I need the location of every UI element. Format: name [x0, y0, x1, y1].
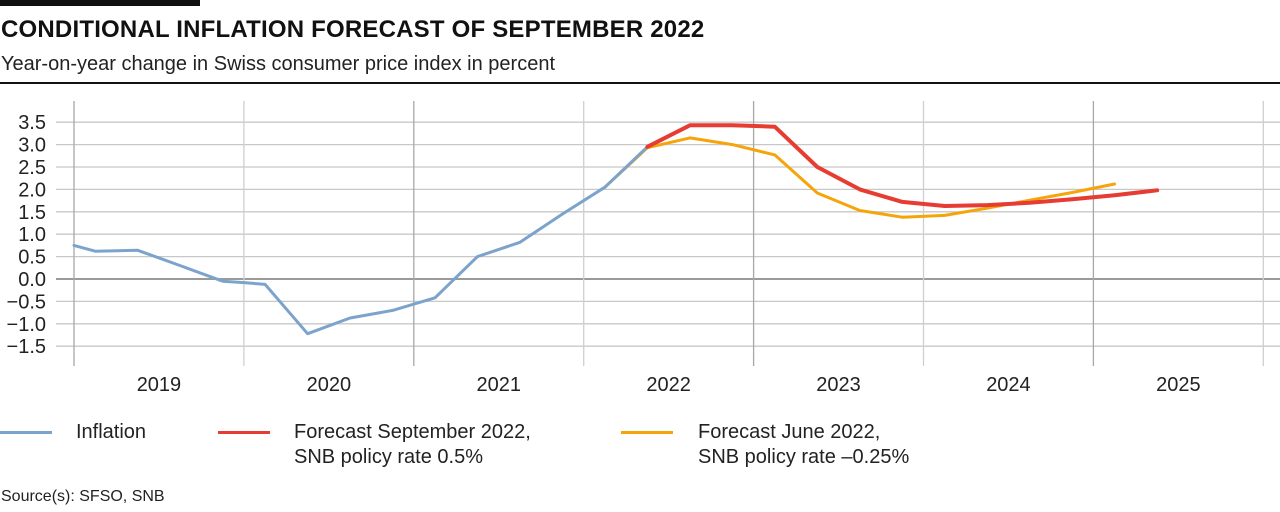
y-tick-label: −0.5	[7, 291, 46, 313]
x-tick-label: 2024	[986, 374, 1031, 396]
legend-item-forecast-june: Forecast June 2022, SNB policy rate –0.2…	[621, 420, 909, 470]
x-axis-tick-labels: 2019 2020 2021 2022 2023 2024 2025	[137, 374, 1201, 396]
y-tick-label: −1.5	[7, 336, 46, 358]
y-tick-label: 2.5	[18, 157, 46, 179]
series-line-forecast-september	[645, 123, 1160, 208]
source-note: Source(s): SFSO, SNB	[1, 488, 165, 505]
horizontal-gridlines	[56, 121, 1280, 347]
legend-label-inflation: Inflation	[76, 421, 147, 443]
chart-subtitle: Year-on-year change in Swiss consumer pr…	[1, 53, 555, 75]
legend-item-forecast-september: Forecast September 2022, SNB policy rate…	[218, 420, 531, 470]
y-tick-label: 1.0	[18, 224, 46, 246]
x-tick-label: 2021	[477, 374, 522, 396]
top-accent-bar	[0, 0, 200, 6]
y-tick-label: 0.0	[18, 269, 46, 291]
x-tick-label: 2023	[816, 374, 861, 396]
legend-swatch-forecast-june	[621, 431, 673, 434]
x-tick-label: 2019	[137, 374, 182, 396]
series-line-forecast-june	[603, 136, 1117, 219]
x-tick-label: 2022	[646, 374, 691, 396]
y-tick-label: 1.5	[18, 202, 46, 224]
y-axis-tick-labels: 3.53.02.52.01.51.00.50.0−0.5−1.0−1.5	[7, 112, 46, 358]
x-tick-label: 2025	[1156, 374, 1201, 396]
series-line-inflation	[72, 145, 649, 336]
x-tick-label: 2020	[307, 374, 352, 396]
y-tick-label: 3.5	[18, 112, 46, 134]
header-divider	[0, 82, 1280, 84]
y-tick-label: 3.0	[18, 135, 46, 157]
y-tick-label: 0.5	[18, 247, 46, 269]
y-tick-label: −1.0	[7, 314, 46, 336]
chart-title: CONDITIONAL INFLATION FORECAST OF SEPTEM…	[1, 16, 705, 43]
legend-swatch-inflation	[0, 431, 52, 434]
legend-label-forecast-september: Forecast September 2022, SNB policy rate…	[294, 421, 531, 468]
y-tick-label: 2.0	[18, 179, 46, 201]
series-lines	[72, 123, 1160, 336]
legend-item-inflation: Inflation	[0, 420, 146, 445]
vertical-gridlines	[73, 101, 1264, 366]
legend-swatch-forecast-september	[218, 431, 270, 434]
legend-label-forecast-june: Forecast June 2022, SNB policy rate –0.2…	[698, 421, 910, 468]
